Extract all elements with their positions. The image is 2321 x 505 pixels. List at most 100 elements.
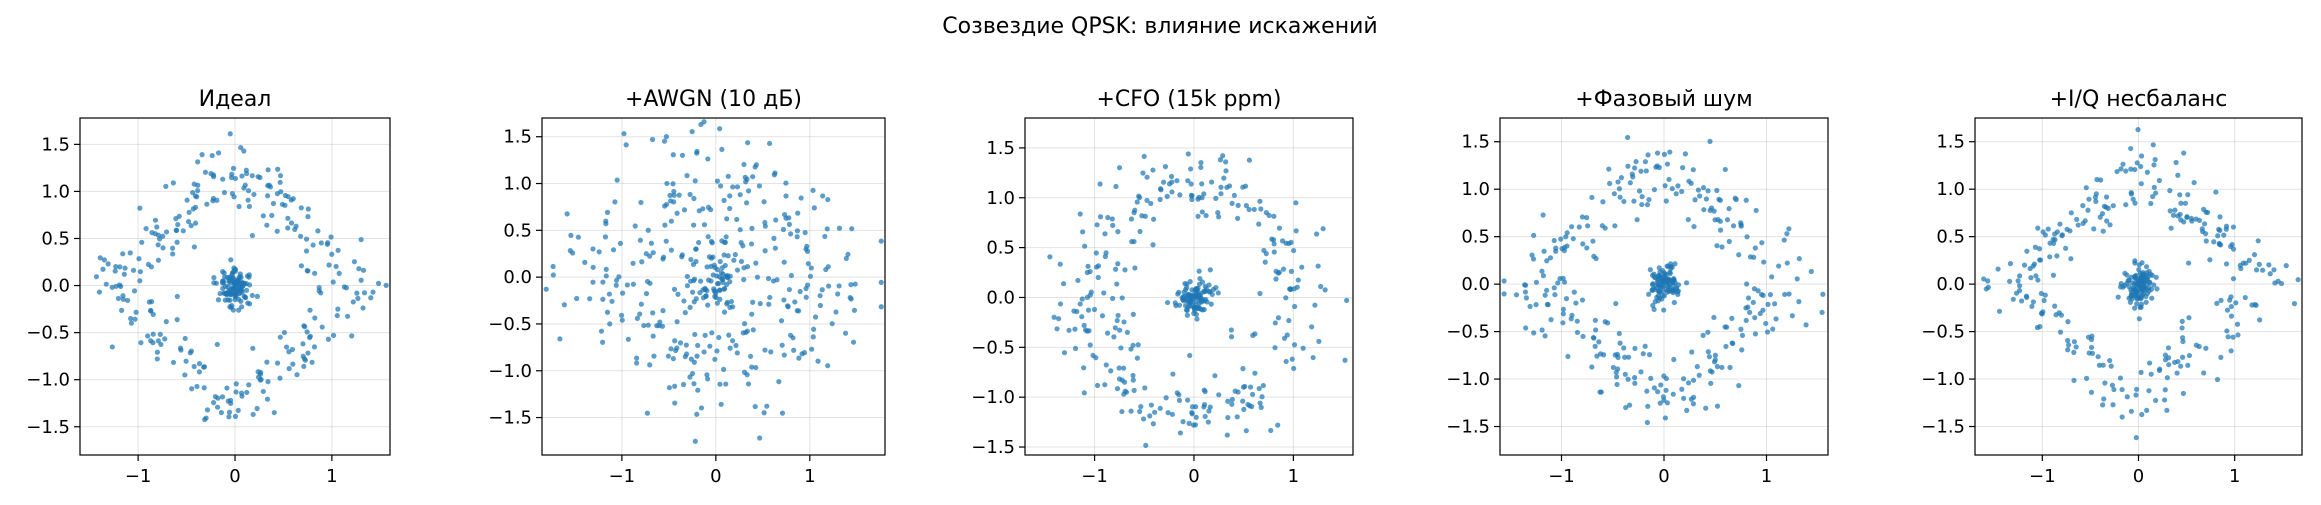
scatter-point xyxy=(788,231,794,237)
scatter-point xyxy=(1753,207,1759,214)
scatter-point xyxy=(1185,178,1191,184)
scatter-point xyxy=(1085,307,1092,313)
scatter-point xyxy=(802,229,808,236)
scatter-point xyxy=(1176,289,1182,295)
scatter-point xyxy=(1786,291,1792,297)
scatter-point xyxy=(305,350,311,356)
scatter-point xyxy=(842,330,849,336)
scatter-point xyxy=(1523,282,1529,288)
scatter-point xyxy=(709,330,715,336)
scatter-point xyxy=(815,358,821,364)
scatter-point xyxy=(1097,181,1103,187)
scatter-point xyxy=(702,286,708,292)
scatter-point xyxy=(219,280,226,286)
scatter-point xyxy=(188,223,194,229)
x-tick-label: 0 xyxy=(2133,466,2144,487)
scatter-point xyxy=(290,361,296,367)
scatter-point xyxy=(231,285,237,291)
scatter-point xyxy=(1186,297,1192,303)
scatter-point xyxy=(245,188,252,194)
scatter-point xyxy=(139,239,145,245)
scatter-point xyxy=(2218,297,2224,303)
scatter-point xyxy=(781,297,787,303)
scatter-point xyxy=(1246,157,1252,163)
scatter-point xyxy=(112,268,118,274)
scatter-point xyxy=(772,245,778,251)
scatter-point xyxy=(210,198,216,204)
scatter-point xyxy=(233,293,239,299)
scatter-point xyxy=(687,191,693,198)
scatter-point xyxy=(1207,267,1213,273)
scatter-point xyxy=(1700,332,1706,338)
scatter-point xyxy=(136,256,142,262)
scatter-point xyxy=(2167,188,2173,194)
scatter-point xyxy=(2203,231,2209,237)
scatter-point xyxy=(1229,200,1235,206)
scatter-point xyxy=(2144,290,2151,296)
scatter-point xyxy=(2149,295,2155,301)
scatter-point xyxy=(1717,218,1723,224)
scatter-point xyxy=(750,327,756,333)
scatter-point xyxy=(1745,295,1752,301)
scatter-point xyxy=(158,341,164,348)
scatter-point xyxy=(117,264,123,270)
scatter-point xyxy=(1564,243,1570,249)
scatter-point xyxy=(1176,392,1182,398)
scatter-point xyxy=(1189,287,1195,293)
scatter-point xyxy=(1584,215,1590,221)
scatter-point xyxy=(1808,268,1814,275)
scatter-point xyxy=(1613,300,1619,307)
scatter-point xyxy=(1212,373,1218,379)
scatter-point xyxy=(1651,271,1657,277)
scatter-point xyxy=(1690,401,1696,407)
scatter-point xyxy=(1729,315,1735,321)
scatter-point xyxy=(1724,217,1731,223)
scatter-point xyxy=(2045,226,2051,232)
scatter-point xyxy=(748,241,755,247)
scatter-point xyxy=(1247,384,1254,390)
scatter-point xyxy=(1185,397,1191,403)
scatter-point xyxy=(808,265,814,271)
scatter-point xyxy=(1530,256,1537,262)
scatter-point xyxy=(239,393,245,399)
scatter-point xyxy=(2134,386,2140,392)
scatter-point xyxy=(619,290,626,296)
scatter-point xyxy=(124,297,131,304)
scatter-point xyxy=(2039,311,2045,317)
panel-title: +Фазовый шум xyxy=(1575,87,1752,112)
scatter-point xyxy=(1192,422,1199,428)
scatter-point xyxy=(2228,313,2235,319)
scatter-point xyxy=(300,341,306,347)
scatter-point xyxy=(358,236,364,243)
scatter-point xyxy=(727,304,733,310)
scatter-point xyxy=(2223,261,2230,267)
scatter-point xyxy=(1679,188,1685,195)
scatter-point xyxy=(1784,260,1790,266)
scatter-point xyxy=(328,234,334,240)
scatter-point xyxy=(2218,354,2224,360)
scatter-point xyxy=(705,302,711,308)
scatter-point xyxy=(1199,209,1205,215)
scatter-point xyxy=(260,388,266,395)
scatter-point xyxy=(1657,400,1663,406)
scatter-point xyxy=(282,192,288,199)
scatter-point xyxy=(2154,286,2160,292)
scatter-point xyxy=(2016,283,2023,289)
scatter-point xyxy=(2122,270,2128,276)
x-tick-label: 0 xyxy=(1188,466,1199,487)
scatter-point xyxy=(1240,398,1246,404)
scatter-point xyxy=(2071,349,2077,355)
scatter-point xyxy=(2148,200,2154,207)
scatter-point xyxy=(2010,296,2016,302)
scatter-point xyxy=(1585,223,1591,229)
scatter-point xyxy=(170,359,177,366)
scatter-point xyxy=(319,324,325,330)
scatter-point xyxy=(1183,286,1189,293)
scatter-point xyxy=(1617,194,1623,200)
scatter-point xyxy=(1576,224,1582,230)
scatter-point xyxy=(2088,389,2095,395)
scatter-point xyxy=(710,272,716,278)
scatter-point xyxy=(1177,430,1184,436)
scatter-point xyxy=(602,234,609,240)
scatter-point xyxy=(1105,214,1111,221)
